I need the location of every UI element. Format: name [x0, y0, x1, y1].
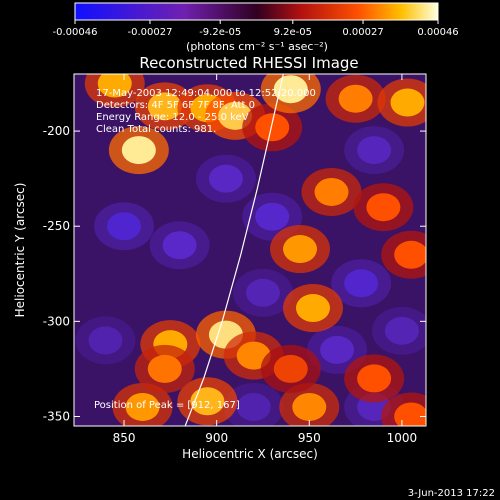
hot-spot [190, 387, 225, 416]
hot-spot [283, 235, 318, 264]
hot-spot [394, 240, 426, 269]
axis-ticks: 850 900 950 1000 -200 -250 -300 -350 [43, 74, 426, 445]
hot-spot [97, 74, 132, 98]
hot-spot [366, 193, 401, 222]
y-axis-label: Heliocentric Y (arcsec) [13, 183, 27, 318]
peak-position-label: Position of Peak = [912, 167] [94, 400, 240, 411]
colorbar-tick-label: -0.00046 [53, 27, 98, 38]
colorbar-ticks: -0.00046 -0.00027 -9.2e-05 9.2e-05 0.00027 0.… [53, 20, 459, 38]
hot-spot [255, 113, 290, 142]
cold-spot [245, 278, 280, 307]
cold-spot [236, 392, 271, 421]
cold-spot [344, 269, 379, 298]
hot-spot [147, 92, 182, 121]
colorbar-tick-label: 0.00027 [342, 27, 383, 38]
heatmap-area [74, 74, 426, 426]
heatmap-blobs [75, 74, 426, 426]
x-tick-label: 1000 [387, 431, 418, 445]
x-tick-label: 950 [298, 431, 321, 445]
y-tick-label: -300 [43, 314, 70, 328]
y-tick-label: -250 [43, 219, 70, 233]
y-tick-label: -350 [43, 409, 70, 423]
cold-spot [88, 326, 123, 355]
cold-spot [107, 212, 142, 241]
annotation-energy-range: Energy Range: 12.0 - 25.0 keV [96, 112, 249, 123]
colorbar-tick-label: -0.00027 [127, 27, 172, 38]
hot-spot [338, 84, 373, 113]
plot-frame [73, 73, 427, 427]
hot-spot [121, 136, 156, 165]
cold-spot [162, 231, 197, 260]
chart-title: Reconstructed RHESSI Image [139, 54, 358, 72]
hot-spot [125, 392, 160, 421]
annotation-block: 17-May-2003 12:49:04.000 to 12:52:20.000… [96, 88, 316, 135]
y-tick-label: -200 [43, 124, 70, 138]
cold-spot [384, 316, 419, 345]
x-tick-label: 850 [113, 431, 136, 445]
cold-spot [255, 202, 290, 231]
annotation-clean-counts: Clean Total counts: 981. [96, 124, 216, 135]
x-axis-label: Heliocentric X (arcsec) [182, 447, 318, 461]
timestamp: 3-Jun-2013 17:22 [408, 488, 495, 499]
cold-spot [357, 136, 392, 165]
colorbar-bar [74, 2, 439, 21]
annotation-time-range: 17-May-2003 12:49:04.000 to 12:52:20.000 [96, 88, 316, 99]
colorbar-units: (photons cm⁻² s⁻¹ asec⁻²) [186, 40, 328, 53]
colorbar-tick-label: 0.00046 [417, 27, 458, 38]
colorbar: -0.00046 -0.00027 -9.2e-05 9.2e-05 0.00027 0.… [53, 2, 459, 53]
hot-spot [147, 354, 182, 383]
hot-spot [390, 88, 425, 117]
x-tick-label: 900 [205, 431, 228, 445]
hot-spot [314, 177, 349, 206]
hot-spot [273, 354, 308, 383]
solar-limb-curve [184, 74, 284, 426]
cold-spot [320, 335, 355, 364]
hot-spot [292, 392, 327, 421]
hot-spot [273, 75, 308, 104]
hot-spot [357, 364, 392, 393]
annotation-detectors: Detectors: 4F 5F 6F 7F 8F, Att 0 [96, 100, 255, 111]
cold-spot [208, 164, 243, 193]
colorbar-tick-label: 9.2e-05 [274, 27, 312, 38]
hot-spot [295, 294, 330, 323]
colorbar-tick-label: -9.2e-05 [199, 27, 241, 38]
